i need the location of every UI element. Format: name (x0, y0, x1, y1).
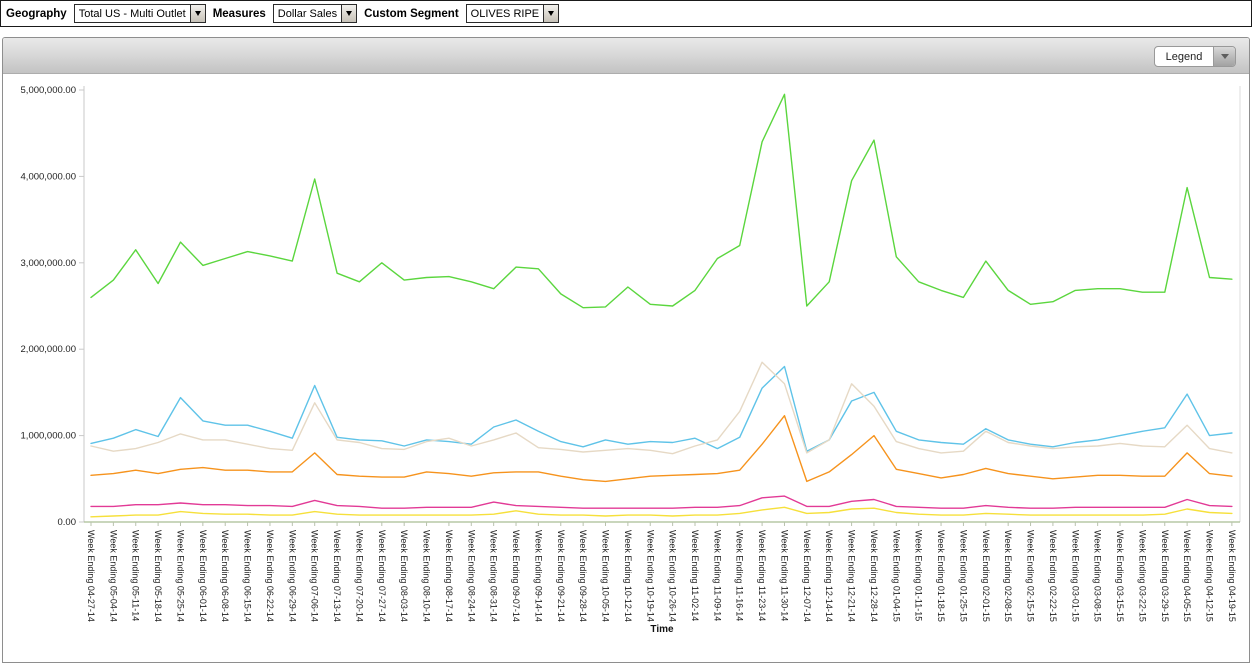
y-axis-tick-label: 0.00 (58, 517, 77, 528)
x-axis-label: Week Ending 03-01-15 (1070, 530, 1080, 622)
custom-segment-select[interactable]: OLIVES RIPE (465, 4, 560, 23)
x-axis-label: Week Ending 10-26-14 (668, 530, 678, 622)
x-axis-label: Week Ending 07-06-14 (310, 530, 320, 622)
x-axis-label: Week Ending 02-15-15 (1026, 530, 1036, 622)
x-axis-label: Week Ending 01-25-15 (958, 530, 968, 622)
x-axis-label: Week Ending 08-03-14 (399, 530, 409, 622)
x-axis-label: Week Ending 07-13-14 (332, 530, 342, 622)
tan-series-line (90, 361, 1233, 455)
green-series-line (90, 93, 1233, 309)
x-axis-label: Week Ending 10-12-14 (623, 530, 633, 622)
measures-select-value: Dollar Sales (277, 7, 338, 20)
blue-series-line (90, 365, 1233, 452)
custom-segment-label: Custom Segment (364, 7, 459, 20)
x-axis-label: Week Ending 11-23-14 (757, 530, 767, 621)
chevron-down-icon (548, 11, 555, 16)
x-axis-label: Week Ending 06-29-14 (287, 530, 297, 622)
x-axis-label: Week Ending 10-19-14 (645, 530, 655, 622)
x-axis-label: Week Ending 11-30-14 (779, 530, 789, 621)
measures-select[interactable]: Dollar Sales (272, 4, 358, 23)
x-axis-label: Week Ending 03-29-15 (1160, 530, 1170, 622)
x-axis-label: Week Ending 01-04-15 (891, 530, 901, 622)
geography-select-value: Total US - Multi Outlet (78, 7, 186, 20)
x-axis-label: Week Ending 01-11-15 (914, 530, 924, 621)
x-axis-label: Week Ending 02-22-15 (1048, 530, 1058, 622)
x-axis-label: Week Ending 03-08-15 (1093, 530, 1103, 622)
x-axis-label: Week Ending 07-20-14 (354, 530, 364, 622)
x-axis-label: Week Ending 02-08-15 (1003, 530, 1013, 622)
top-toolbar: Geography Total US - Multi Outlet Measur… (0, 0, 1252, 27)
x-axis-label: Week Ending 06-01-14 (198, 530, 208, 622)
x-axis-label: Week Ending 07-27-14 (377, 530, 387, 622)
x-axis-label: Week Ending 03-15-15 (1115, 530, 1125, 622)
x-axis-label: Week Ending 08-17-14 (444, 530, 454, 622)
chevron-down-icon (346, 11, 353, 16)
x-axis-label: Week Ending 05-18-14 (153, 530, 163, 622)
x-axis-label: Week Ending 09-21-14 (556, 530, 566, 622)
y-axis-tick-label: 2,000,000.00 (21, 344, 76, 355)
geography-select[interactable]: Total US - Multi Outlet (73, 4, 206, 23)
x-axis-label: Week Ending 11-02-14 (690, 530, 700, 621)
y-axis-tick-label: 4,000,000.00 (21, 171, 76, 182)
chart-panel-header: Legend (3, 38, 1249, 74)
chart-panel: Legend 0.00 1,000,000.00 2,000,000.00 3,000… (2, 37, 1250, 663)
measures-label: Measures (212, 7, 266, 20)
legend-dropdown[interactable]: Legend (1154, 46, 1236, 67)
x-axis-label: Week Ending 05-25-14 (175, 530, 185, 622)
x-axis-label: Week Ending 09-28-14 (578, 530, 588, 622)
x-axis-label: Week Ending 01-18-15 (936, 530, 946, 622)
line-chart: 0.00 1,000,000.00 2,000,000.00 3,000,000.00… (21, 85, 1241, 635)
x-axis-label: Week Ending 08-31-14 (489, 530, 499, 622)
x-axis-label: Week Ending 11-16-14 (735, 530, 745, 621)
chevron-down-icon (1220, 54, 1229, 59)
x-axis-label: Week Ending 08-10-14 (422, 530, 432, 622)
x-axis-label: Week Ending 05-11-14 (131, 530, 141, 621)
x-axis-label: Week Ending 02-01-15 (981, 530, 991, 622)
custom-segment-select-arrow-button[interactable] (543, 5, 559, 22)
chart-body: 0.00 1,000,000.00 2,000,000.00 3,000,000.00… (3, 74, 1249, 662)
x-axis-title: Time (650, 624, 674, 635)
x-axis-label: Week Ending 04-27-14 (86, 530, 96, 622)
measures-select-arrow-button[interactable] (341, 5, 357, 22)
x-axis-label: Week Ending 05-04-14 (108, 530, 118, 622)
x-axis-label: Week Ending 12-28-14 (869, 530, 879, 622)
y-axis-tick-label: 3,000,000.00 (21, 258, 76, 269)
x-axis-label: Week Ending 03-22-15 (1137, 530, 1147, 622)
legend-dropdown-arrow-button[interactable] (1213, 47, 1235, 66)
legend-dropdown-label: Legend (1165, 50, 1203, 63)
x-axis-label: Week Ending 06-08-14 (220, 530, 230, 622)
geography-label: Geography (6, 7, 67, 20)
x-axis-label: Week Ending 08-24-14 (466, 530, 476, 622)
chevron-down-icon (194, 11, 201, 16)
x-axis-label: Week Ending 11-09-14 (712, 530, 722, 621)
y-axis-tick-label: 1,000,000.00 (21, 431, 76, 442)
x-axis-label: Week Ending 06-22-14 (265, 530, 275, 622)
x-axis-label: Week Ending 06-15-14 (243, 530, 253, 622)
x-axis-label: Week Ending 09-14-14 (533, 530, 543, 622)
x-axis-label: Week Ending 12-21-14 (847, 530, 857, 622)
magenta-series-line (90, 495, 1233, 509)
y-axis-tick-label: 5,000,000.00 (21, 85, 76, 96)
x-axis-label: Week Ending 12-07-14 (802, 530, 812, 622)
geography-select-arrow-button[interactable] (189, 5, 205, 22)
x-axis-label: Week Ending 09-07-14 (511, 530, 521, 622)
x-axis-label: Week Ending 10-05-14 (601, 530, 611, 622)
yellow-series-line (90, 506, 1233, 518)
orange-series-line (90, 415, 1233, 483)
x-axis-label: Week Ending 04-05-15 (1182, 530, 1192, 622)
x-axis-label: Week Ending 04-12-15 (1205, 530, 1215, 622)
x-axis-label: Week Ending 04-19-15 (1227, 530, 1237, 622)
custom-segment-select-value: OLIVES RIPE (470, 7, 540, 20)
x-axis-label: Week Ending 12-14-14 (824, 530, 834, 622)
